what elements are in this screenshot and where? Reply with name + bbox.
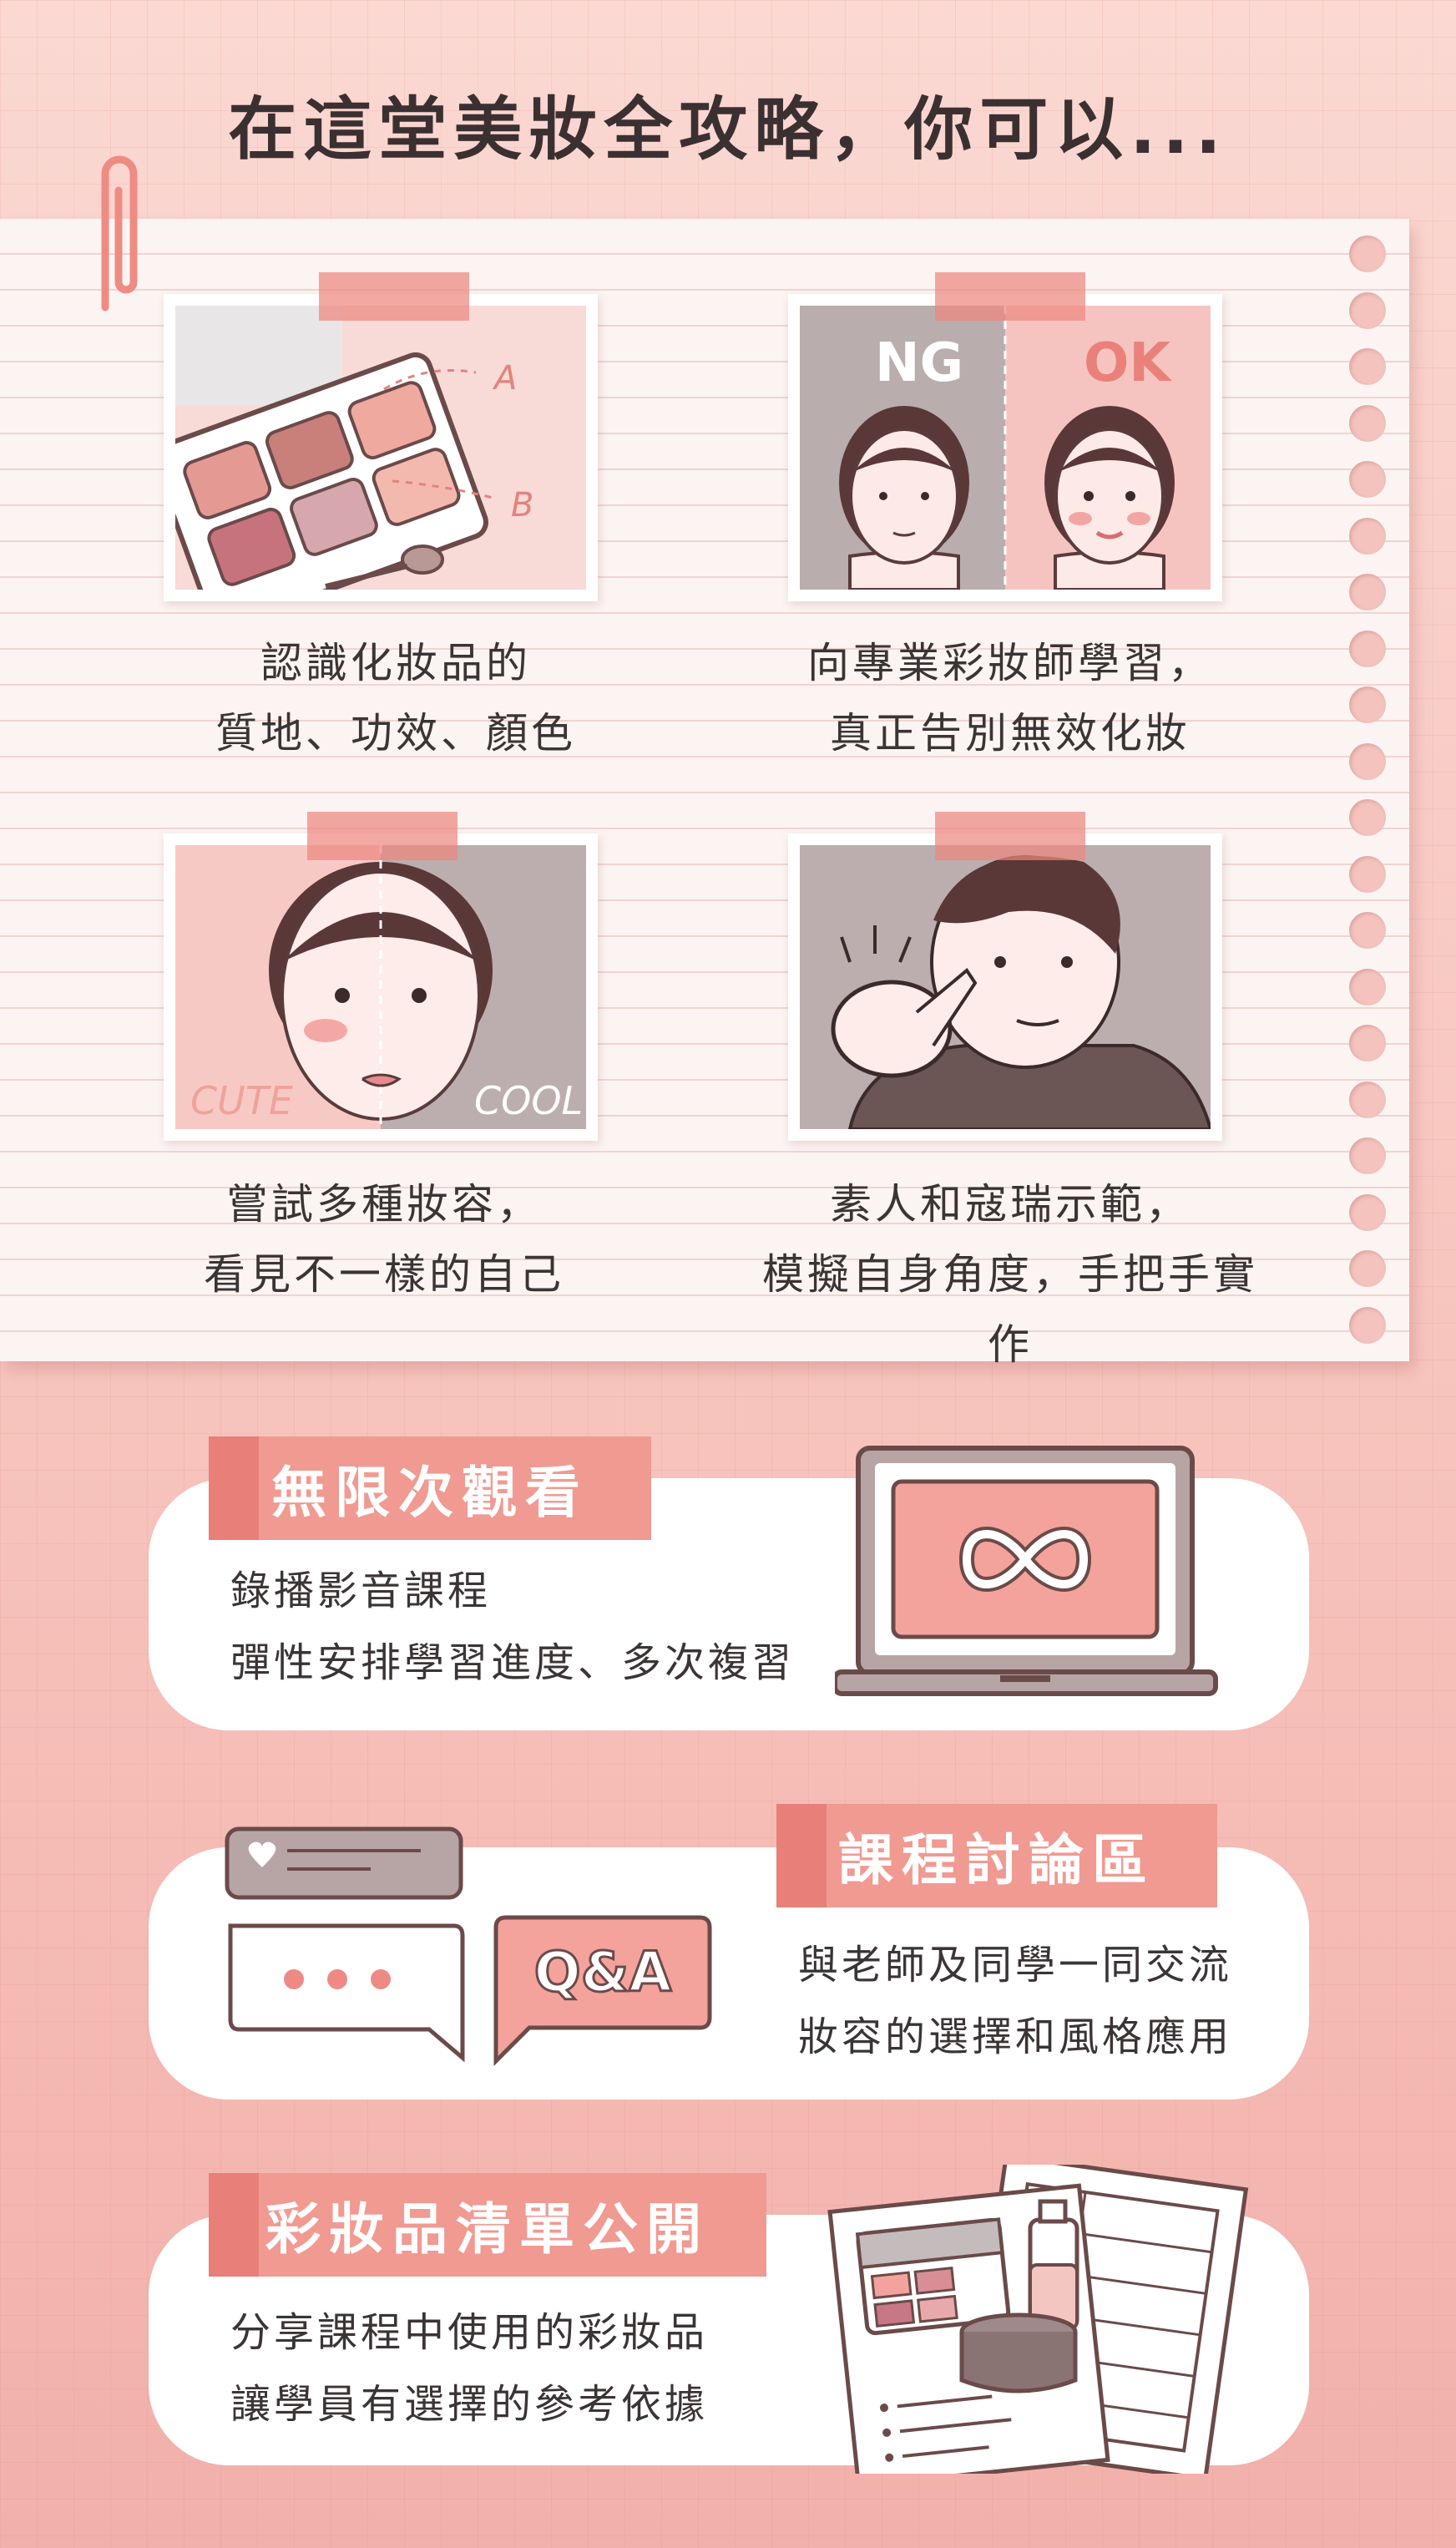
label-ok: OK: [1084, 332, 1172, 394]
binder-holes: [1349, 236, 1388, 1363]
caption-4: 素人和寇瑞示範， 模擬自身角度，手把手實作: [762, 1180, 1258, 1369]
tape: [935, 812, 1085, 860]
makeup-list-icon: [827, 2165, 1249, 2474]
qa-label: Q&A: [534, 1940, 672, 2004]
cute-cool-face-illustration: CUTE COOL: [175, 845, 586, 1129]
photo-cute-cool: CUTE COOL: [164, 812, 598, 1141]
paperclip-icon: [101, 155, 138, 312]
man-applying-makeup-illustration: [800, 845, 1211, 1129]
label-cute: CUTE: [190, 1078, 293, 1123]
label-a: A: [492, 359, 517, 398]
laptop-infinity-icon: [835, 1446, 1218, 1696]
chat-bubbles-icon: Q&A: [225, 1826, 712, 2067]
photo-ng-ok: NG OK: [788, 272, 1222, 601]
feature-title-discussion: 課程討論區: [776, 1804, 1217, 1907]
tape: [319, 272, 469, 321]
photo-demo: [788, 812, 1222, 1141]
label-b: B: [511, 486, 533, 524]
ng-ok-faces-illustration: NG OK: [800, 306, 1211, 590]
tape: [935, 272, 1085, 321]
feature-title-product-list: 彩妝品清單公開: [209, 2173, 766, 2277]
feature-title-unlimited: 無限次觀看: [209, 1436, 651, 1540]
tape: [307, 812, 458, 860]
caption-2: 向專業彩妝師學習， 真正告別無效化妝: [807, 639, 1213, 757]
eyeshadow-palette-illustration: A B: [175, 306, 586, 590]
page-title: 在這堂美妝全攻略，你可以...: [228, 90, 1228, 170]
feature-text-discussion: 與老師及同學一同交流 妝容的選擇和風格應用: [798, 1942, 1233, 2060]
feature-text-product-list: 分享課程中使用的彩妝品 讓學員有選擇的參考依據: [230, 2309, 709, 2428]
caption-1: 認識化妝品的 質地、功效、顏色: [215, 639, 576, 757]
photo-palette: A B: [164, 272, 598, 601]
feature-text-unlimited: 錄播影音課程 彈性安排學習進度、多次複習: [230, 1568, 796, 1686]
caption-3: 嘗試多種妝容， 看見不一樣的自己: [204, 1180, 564, 1299]
label-cool: COOL: [474, 1078, 583, 1123]
label-ng: NG: [875, 332, 963, 394]
